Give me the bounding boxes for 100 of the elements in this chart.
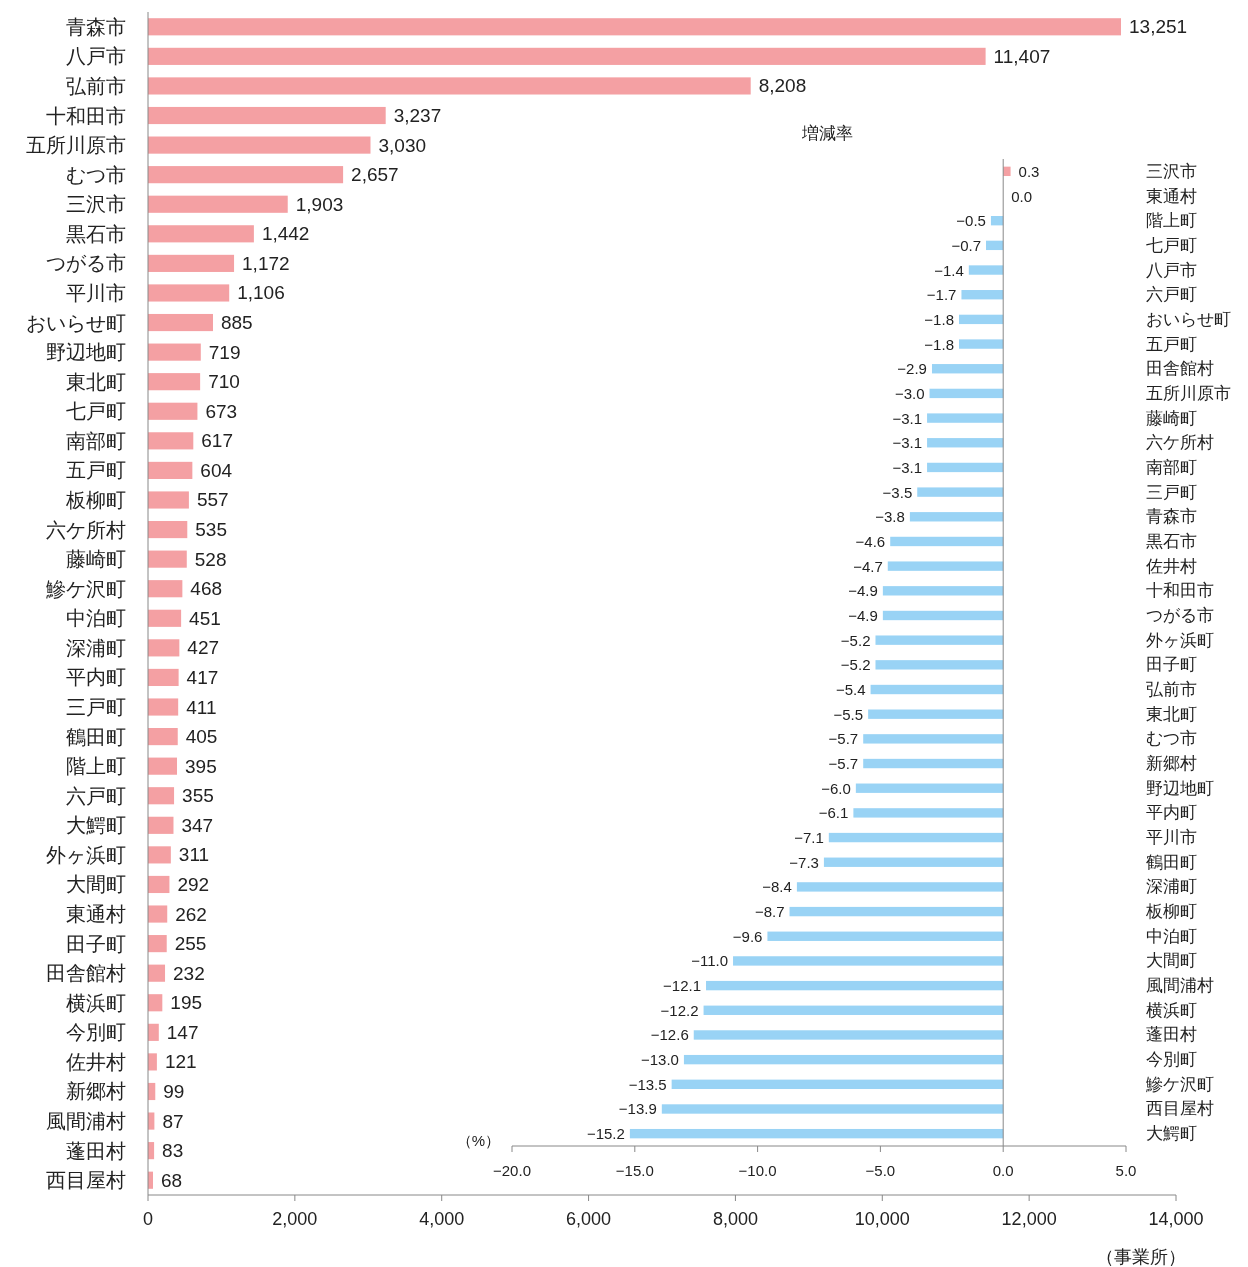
data-label: −5.5 — [833, 705, 864, 723]
y-tick-label: 十和田市 — [1146, 581, 1214, 601]
y-tick-label: 大鰐町 — [66, 814, 126, 837]
y-tick-label: おいらせ町 — [26, 311, 126, 334]
y-tick-label: 平内町 — [1146, 803, 1197, 823]
data-label: −13.5 — [628, 1075, 667, 1093]
y-tick-label: 中泊町 — [66, 607, 126, 630]
data-label: 1,442 — [261, 223, 310, 245]
y-tick-label: 平川市 — [1146, 828, 1197, 848]
y-tick-label: 六戸町 — [66, 784, 126, 807]
x-tick-label: 4,000 — [419, 1209, 465, 1229]
data-label: 347 — [181, 814, 214, 836]
y-tick-label: 新郷村 — [66, 1080, 126, 1103]
y-tick-label: 六戸町 — [1146, 285, 1197, 305]
data-label: 451 — [189, 607, 221, 629]
y-tick-label: 十和田市 — [46, 104, 126, 127]
y-tick-label: 三戸町 — [66, 696, 126, 719]
x-axis-title: （%） — [456, 1131, 500, 1149]
y-tick-label: 南部町 — [66, 429, 126, 452]
data-label: 417 — [186, 666, 219, 688]
data-label: 99 — [163, 1080, 185, 1102]
data-label: 535 — [195, 519, 227, 541]
y-tick-label: 東通村 — [66, 903, 126, 926]
y-tick-label: 五所川原市 — [26, 134, 126, 157]
data-label: −8.7 — [754, 903, 785, 921]
data-label: −1.8 — [924, 335, 954, 353]
data-label: 68 — [160, 1169, 183, 1191]
x-tick-label: 2,000 — [272, 1209, 318, 1229]
data-label: 83 — [162, 1140, 184, 1162]
y-tick-label: 外ヶ浜町 — [1146, 630, 1214, 650]
data-label: −5.2 — [840, 631, 871, 649]
data-label: 617 — [201, 430, 234, 452]
y-tick-label: 佐井村 — [66, 1050, 126, 1073]
x-tick-label: 6,000 — [566, 1209, 612, 1229]
y-tick-label: おいらせ町 — [1146, 309, 1231, 329]
y-tick-label: 八戸市 — [66, 45, 126, 68]
x-tick-label: −5.0 — [865, 1161, 896, 1179]
y-tick-label: 中泊町 — [1146, 926, 1197, 946]
y-tick-label: 野辺地町 — [46, 341, 126, 364]
data-label: −5.7 — [828, 755, 859, 773]
data-label: −1.4 — [934, 261, 964, 279]
x-tick-label: 5.0 — [1115, 1161, 1137, 1179]
chart-title: 増減率 — [800, 123, 853, 143]
data-label: 557 — [196, 489, 229, 511]
y-tick-label: 弘前市 — [1146, 680, 1197, 700]
y-tick-label: つがる市 — [46, 252, 126, 275]
data-label: −3.1 — [892, 458, 923, 476]
data-label: −12.1 — [663, 977, 702, 995]
data-label: −13.9 — [618, 1100, 657, 1118]
data-label: 673 — [205, 400, 238, 422]
data-label: 355 — [182, 785, 214, 807]
data-label: −3.5 — [882, 483, 913, 501]
data-label: −3.8 — [875, 508, 905, 526]
data-label: −4.9 — [848, 606, 878, 624]
data-label: −5.4 — [835, 681, 866, 699]
y-tick-label: 風間浦村 — [46, 1110, 126, 1133]
y-tick-label: 五戸町 — [1146, 334, 1197, 354]
data-label: −5.7 — [828, 730, 859, 748]
x-tick-label: 10,000 — [854, 1209, 910, 1229]
y-tick-label: むつ市 — [66, 163, 126, 186]
y-tick-label: 六ケ所村 — [46, 518, 126, 541]
y-tick-label: 藤崎町 — [66, 548, 126, 571]
y-tick-label: 板柳町 — [65, 488, 126, 511]
y-tick-label: 大間町 — [1146, 951, 1197, 971]
data-label: −8.4 — [762, 878, 792, 896]
data-label: −7.1 — [794, 829, 824, 847]
y-tick-label: 田子町 — [1146, 655, 1197, 675]
data-label: −3.1 — [892, 409, 923, 427]
y-tick-label: 東北町 — [66, 370, 126, 393]
data-label: 0.3 — [1018, 162, 1040, 180]
data-label: 1,903 — [295, 193, 344, 215]
data-label: 147 — [166, 1021, 199, 1043]
data-label: 405 — [185, 726, 218, 748]
y-tick-label: 横浜町 — [1146, 1000, 1197, 1020]
y-tick-label: 大鰐町 — [1146, 1124, 1197, 1144]
data-label: 719 — [208, 341, 241, 363]
data-label: −12.6 — [650, 1026, 689, 1044]
y-tick-label: 黒石市 — [1146, 531, 1197, 551]
y-tick-label: 鰺ケ沢町 — [46, 577, 126, 600]
y-tick-label: 新郷村 — [1146, 754, 1197, 774]
x-tick-label: 12,000 — [1001, 1209, 1057, 1229]
y-tick-label: 五戸町 — [66, 459, 126, 482]
y-tick-label: 六ケ所村 — [1146, 433, 1214, 453]
y-tick-label: 七戸町 — [1146, 235, 1197, 255]
data-label: −2.9 — [897, 360, 927, 378]
data-label: −15.2 — [586, 1125, 625, 1143]
y-tick-label: 板柳町 — [1145, 902, 1197, 922]
y-tick-label: 七戸町 — [66, 400, 126, 423]
data-label: −1.8 — [924, 310, 954, 328]
data-label: 292 — [177, 873, 210, 895]
y-tick-label: 平内町 — [66, 666, 126, 689]
y-tick-label: 佐井村 — [1146, 556, 1197, 576]
y-tick-label: 深浦町 — [1146, 877, 1197, 897]
data-label: 232 — [173, 962, 205, 984]
y-tick-label: 野辺地町 — [1146, 778, 1214, 798]
y-tick-label: 鶴田町 — [66, 725, 126, 748]
data-label: 1,106 — [237, 282, 285, 304]
data-label: −9.6 — [732, 927, 763, 945]
y-tick-label: 階上町 — [1146, 211, 1197, 231]
data-label: 528 — [194, 548, 227, 570]
